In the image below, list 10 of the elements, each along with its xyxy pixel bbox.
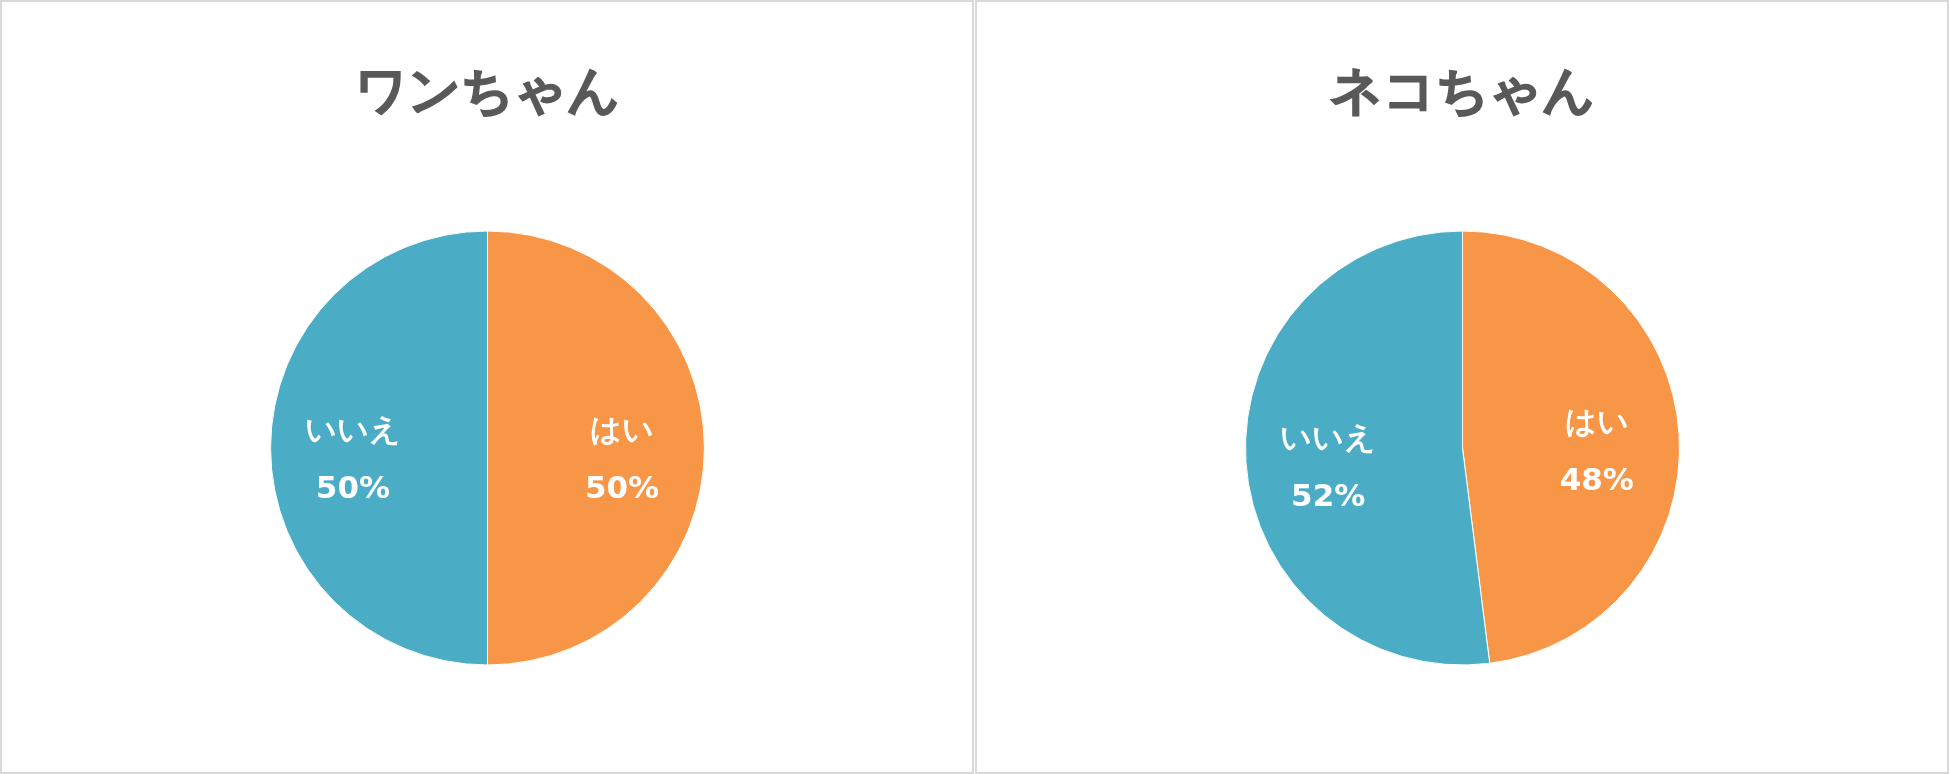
chart-title: ワンちゃん [355,60,620,120]
slice-label: いいえ [304,411,401,447]
data-label: 50% [315,469,391,505]
data-label: 50% [584,469,660,505]
slice-label: いいえ [1280,419,1377,456]
slice-label: はい [1564,402,1629,439]
data-label: 48% [1559,460,1634,497]
chart-title: ネコちゃん [1330,60,1595,120]
data-label: 52% [1291,477,1366,514]
slice-label: はい [590,411,655,447]
